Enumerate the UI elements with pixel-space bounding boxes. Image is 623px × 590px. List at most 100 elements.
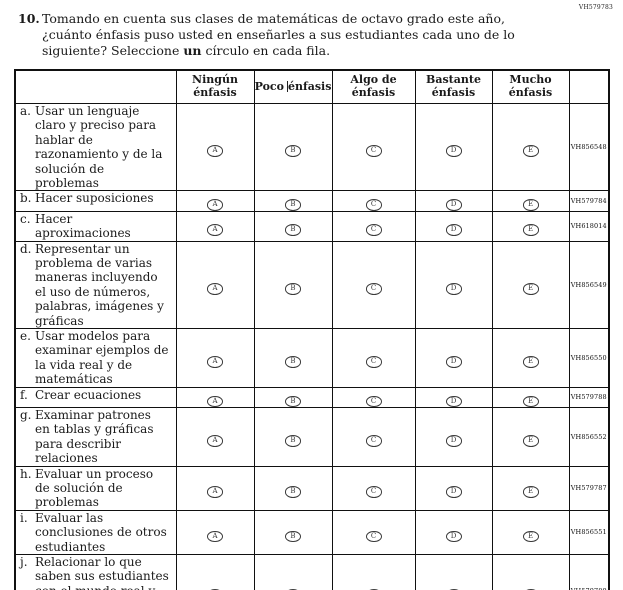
answer-bubble-c[interactable]: C [365, 435, 382, 447]
answer-cell: E [491, 102, 570, 192]
col-header-mucho-enfasis: Mucho énfasis [491, 69, 570, 104]
answer-bubble-d[interactable]: D [445, 199, 462, 211]
answer-bubble-b[interactable]: B [285, 435, 301, 447]
answer-cell: C [331, 407, 416, 467]
answer-bubble-b[interactable]: B [285, 356, 301, 368]
answer-bubble-e[interactable]: E [522, 283, 539, 295]
answer-cell: B [253, 386, 333, 409]
answer-cell: A [175, 465, 255, 511]
answer-bubble-d[interactable]: D [445, 356, 462, 368]
answer-bubble-a[interactable]: A [207, 145, 223, 157]
table-row: e. Usar modelos para examinar ejemplos de… [14, 327, 610, 388]
answer-bubble-a[interactable]: A [207, 283, 223, 295]
answer-cell: C [331, 509, 416, 555]
answer-cell: B [253, 465, 333, 511]
answer-bubble-b[interactable]: B [285, 199, 301, 211]
answer-bubble-e[interactable]: E [522, 435, 539, 447]
answer-bubble-d[interactable]: D [445, 435, 462, 447]
answer-cell: C [331, 386, 416, 409]
answer-bubble-e[interactable]: E [522, 530, 539, 543]
row-letter: j. [20, 554, 28, 569]
text-cursor-artifact [286, 80, 288, 92]
answer-bubble-b[interactable]: B [285, 145, 301, 157]
row-text: Examinar patrones en tablas y gráficas p… [35, 408, 154, 466]
answer-bubble-b[interactable]: B [285, 395, 301, 408]
answer-bubble-d[interactable]: D [445, 283, 462, 295]
answer-cell: E [491, 509, 570, 555]
row-code: VH856552 [568, 407, 610, 467]
answer-bubble-a[interactable]: A [207, 530, 223, 543]
answer-bubble-a[interactable]: A [207, 224, 223, 236]
answer-bubble-a[interactable]: A [207, 199, 223, 211]
answer-bubble-a[interactable]: A [207, 395, 223, 408]
row-text: Usar un lenguaje claro y preciso para ha… [35, 104, 163, 190]
answer-bubble-d[interactable]: D [445, 395, 462, 408]
answer-bubble-d[interactable]: D [445, 224, 462, 236]
answer-cell: C [331, 465, 416, 511]
row-code: VH579788 [568, 386, 610, 409]
table-row: g. Examinar patrones en tablas y gráficas… [14, 407, 610, 467]
answer-bubble-c[interactable]: C [365, 530, 382, 543]
answer-bubble-c[interactable]: C [365, 486, 382, 498]
col-header-poco-part2: énfasis [287, 79, 332, 93]
answer-cell: A [175, 407, 255, 467]
answer-cell: D [414, 190, 493, 212]
answer-bubble-b[interactable]: B [285, 486, 301, 498]
answer-cell: A [175, 386, 255, 409]
question-text-bold-un: un [183, 43, 202, 58]
item-cell: f. Crear ecuaciones [14, 386, 177, 409]
answer-cell: B [253, 240, 333, 329]
item-header-cell [14, 69, 177, 104]
table-row: h. Evaluar un proceso de solución de prob… [14, 465, 610, 511]
answer-cell: B [253, 327, 333, 388]
answer-bubble-c[interactable]: C [365, 395, 382, 408]
answer-bubble-c[interactable]: C [365, 199, 382, 211]
answer-bubble-c[interactable]: C [365, 145, 382, 157]
answer-bubble-b[interactable]: B [285, 224, 301, 236]
table-row: c. Hacer aproximaciones A B C D E VH618014 [14, 210, 610, 242]
row-text: Usar modelos para examinar ejemplos de l… [35, 328, 169, 387]
answer-bubble-c[interactable]: C [365, 283, 382, 295]
answer-bubble-a[interactable]: A [207, 486, 223, 498]
answer-cell: B [253, 190, 333, 212]
answer-cell: E [491, 407, 570, 467]
question-text: Tomando en cuenta sus clases de matemáti… [42, 11, 554, 59]
answer-bubble-e[interactable]: E [522, 224, 539, 236]
row-code: VH856549 [568, 240, 610, 329]
answer-bubble-e[interactable]: E [522, 356, 539, 368]
row-text: Representar un problema de varias manera… [35, 241, 164, 328]
answer-bubble-c[interactable]: C [365, 224, 382, 236]
answer-cell: A [175, 240, 255, 329]
answer-bubble-d[interactable]: D [445, 145, 462, 157]
item-cell: e. Usar modelos para examinar ejemplos de… [14, 327, 177, 388]
answer-cell: C [331, 327, 416, 388]
answer-cell: A [175, 327, 255, 388]
answer-bubble-e[interactable]: E [522, 486, 539, 498]
row-code: VH618014 [568, 210, 610, 242]
answer-bubble-b[interactable]: B [285, 283, 301, 295]
answer-bubble-b[interactable]: B [285, 530, 301, 543]
answer-bubble-d[interactable]: D [445, 486, 462, 498]
answer-cell: E [491, 240, 570, 329]
answer-bubble-e[interactable]: E [522, 145, 539, 157]
row-text: Hacer suposiciones [35, 191, 154, 206]
row-text: Evaluar un proceso de solución de proble… [35, 466, 154, 510]
answer-bubble-a[interactable]: A [207, 356, 223, 368]
row-letter: h. [20, 466, 32, 481]
row-code: VH579787 [568, 465, 610, 511]
row-letter: g. [20, 408, 32, 423]
item-cell: i. Evaluar las conclusiones de otros estu… [14, 509, 177, 555]
answer-bubble-e[interactable]: E [522, 199, 539, 211]
answer-cell: C [331, 553, 416, 590]
row-letter: d. [20, 241, 32, 256]
col-header-poco-enfasis: Poco énfasis [253, 69, 333, 104]
answer-bubble-d[interactable]: D [445, 530, 462, 543]
row-code: VH856551 [568, 509, 610, 555]
answer-cell: B [253, 509, 333, 555]
answer-bubble-e[interactable]: E [522, 395, 539, 408]
answer-bubble-a[interactable]: A [207, 435, 223, 447]
answer-cell: D [414, 407, 493, 467]
answer-cell: A [175, 210, 255, 242]
answer-bubble-c[interactable]: C [365, 356, 382, 368]
